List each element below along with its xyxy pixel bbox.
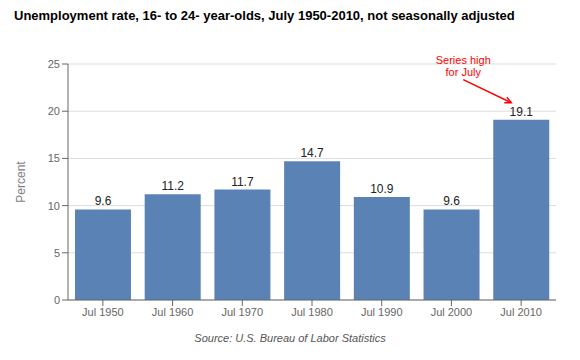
svg-text:Jul 1950: Jul 1950 [82, 306, 124, 318]
svg-text:Percent: Percent [14, 161, 28, 203]
svg-text:9.6: 9.6 [443, 194, 460, 208]
svg-text:10: 10 [48, 200, 60, 212]
svg-text:9.6: 9.6 [95, 194, 112, 208]
svg-text:15: 15 [48, 152, 60, 164]
svg-text:5: 5 [54, 247, 60, 259]
svg-text:Jul 2000: Jul 2000 [431, 306, 473, 318]
svg-text:11.2: 11.2 [161, 179, 184, 193]
svg-text:Jul 2010: Jul 2010 [500, 306, 542, 318]
svg-text:19.1: 19.1 [510, 105, 534, 119]
svg-text:Jul 1960: Jul 1960 [152, 306, 194, 318]
svg-text:Jul 1970: Jul 1970 [221, 306, 263, 318]
svg-text:25: 25 [48, 58, 60, 70]
html-text:Source: U.S. Bureau of Labor S: Source: U.S. Bureau of Labor Statistics [194, 332, 386, 344]
svg-text:11.7: 11.7 [231, 175, 254, 189]
svg-text:20: 20 [48, 105, 60, 117]
svg-text:14.7: 14.7 [300, 146, 324, 160]
svg-text:Jul 1980: Jul 1980 [291, 306, 333, 318]
svg-text:Series highfor July: Series highfor July [436, 54, 491, 78]
svg-text:0: 0 [54, 294, 60, 306]
svg-text:10.9: 10.9 [370, 182, 394, 196]
svg-text:Jul 1990: Jul 1990 [361, 306, 403, 318]
html-text:Unemployment rate, 16- to 24-: Unemployment rate, 16- to 24- year-olds,… [14, 8, 515, 23]
